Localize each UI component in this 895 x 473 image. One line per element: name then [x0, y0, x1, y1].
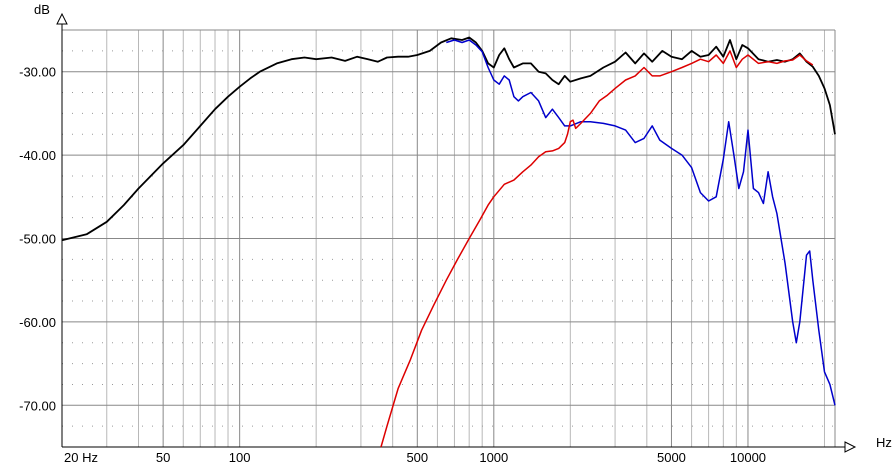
grid	[61, 29, 836, 448]
y-axis-arrow-icon	[56, 12, 68, 25]
y-axis-label: dB	[34, 2, 50, 17]
axes: dB Hz	[34, 2, 892, 453]
y-tick-label: -30.00	[19, 65, 56, 80]
x-tick-label: 5000	[657, 450, 686, 465]
x-tick-label: 100	[229, 450, 251, 465]
x-tick-labels: 20 Hz 50 100 500 1000 5000 10000	[64, 450, 766, 465]
y-tick-label: -60.00	[19, 315, 56, 330]
series-line-blue	[446, 39, 836, 406]
y-tick-label: -40.00	[19, 148, 56, 163]
x-axis-label: Hz	[876, 435, 892, 450]
x-tick-label: 20 Hz	[64, 450, 98, 465]
y-tick-labels: -30.00 -40.00 -50.00 -60.00 -70.00	[19, 65, 56, 414]
x-tick-label: 1000	[479, 450, 508, 465]
series-line-red	[380, 50, 814, 448]
y-tick-label: -50.00	[19, 232, 56, 247]
x-axis-arrow-icon	[844, 441, 857, 453]
data-series	[61, 36, 836, 448]
x-tick-label: 50	[156, 450, 170, 465]
x-tick-label: 500	[406, 450, 428, 465]
series-line-black	[61, 36, 836, 242]
y-tick-label: -70.00	[19, 398, 56, 413]
x-tick-label: 10000	[730, 450, 766, 465]
